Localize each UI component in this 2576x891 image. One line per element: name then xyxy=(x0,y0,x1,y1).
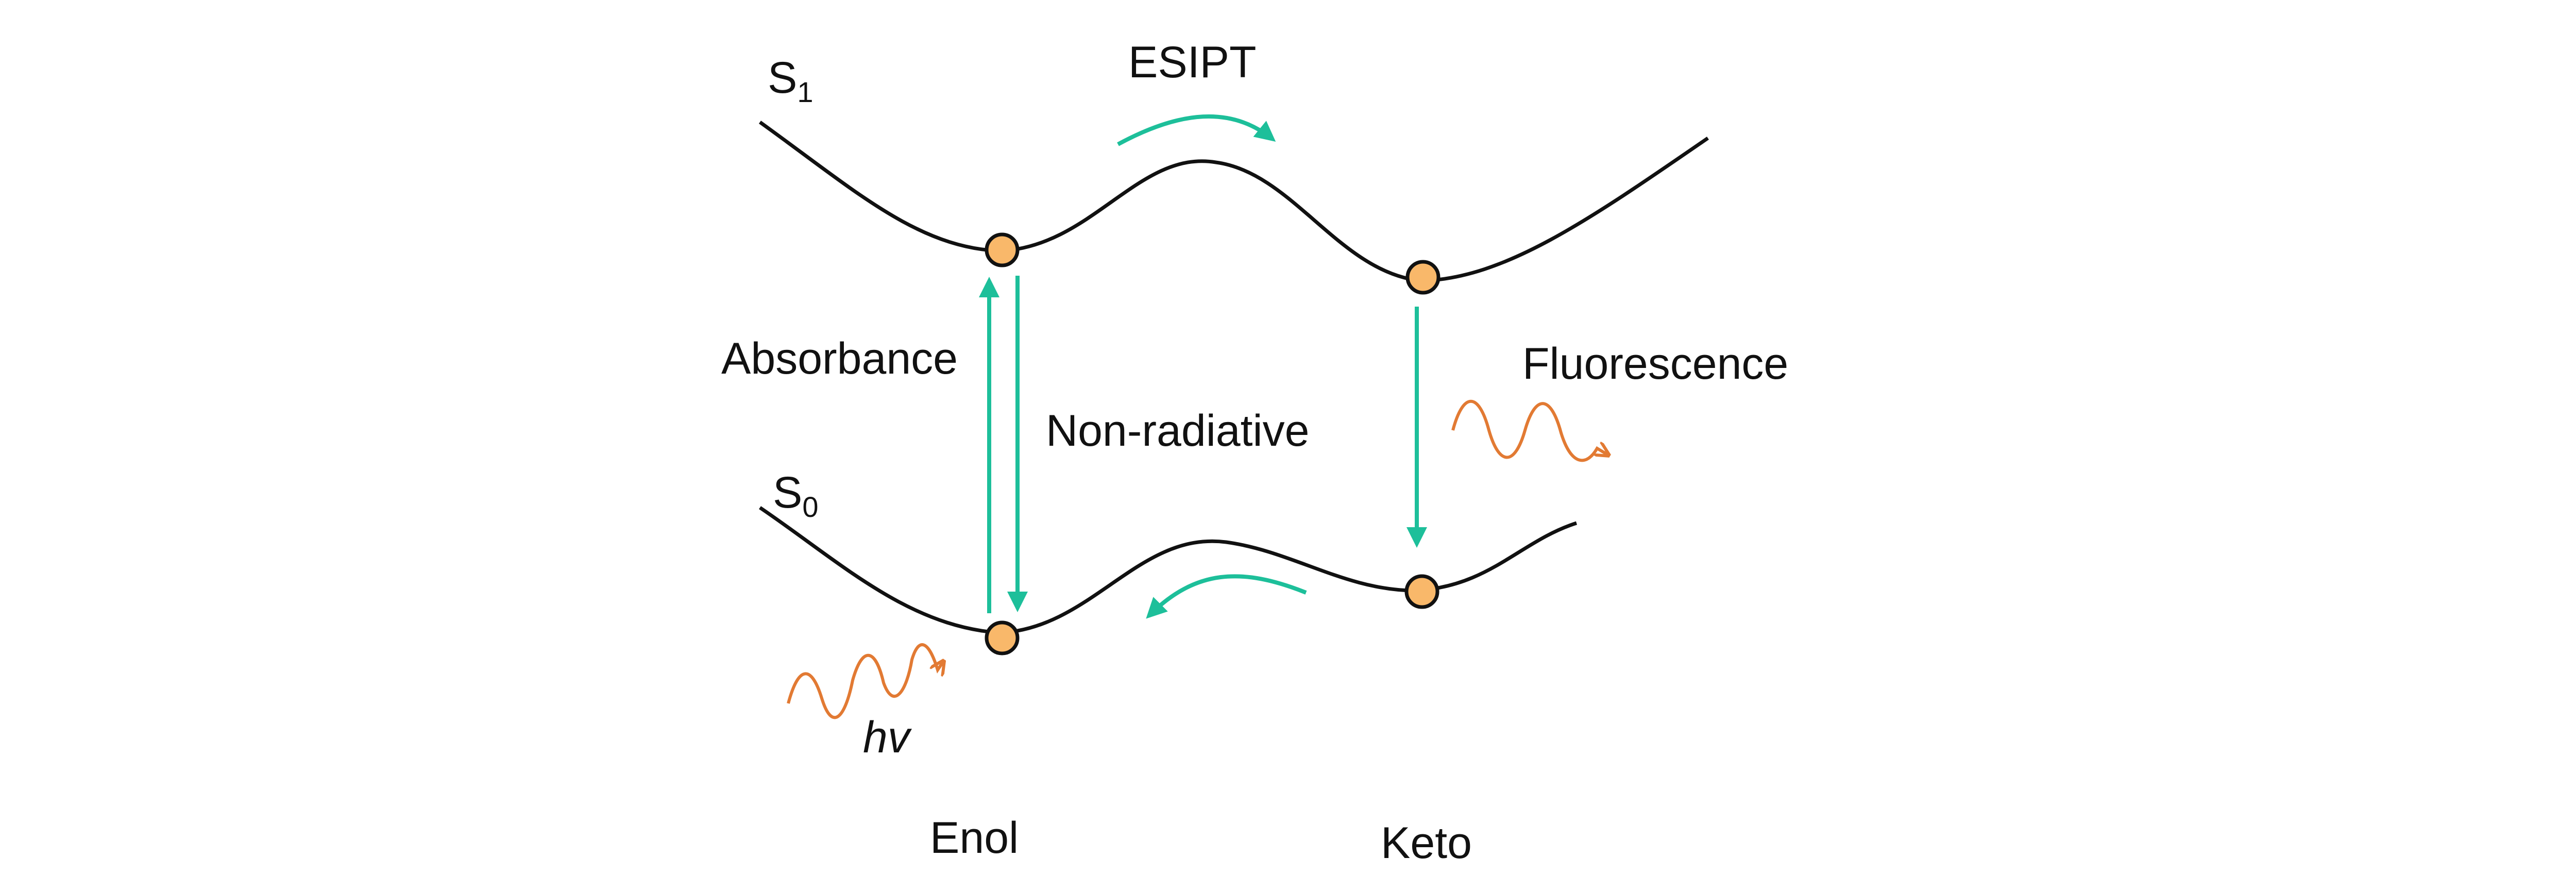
s1-curve xyxy=(758,121,1709,283)
s0-subscript: 0 xyxy=(802,491,818,523)
enol-excited-node xyxy=(985,232,1020,267)
keto-ground-node xyxy=(1404,574,1439,609)
non-radiative-label: Non-radiative xyxy=(1046,406,1309,456)
keto-excited-node xyxy=(1405,260,1440,295)
back-transfer-arrow xyxy=(1146,574,1307,619)
absorbance-label: Absorbance xyxy=(721,334,958,383)
wavy-arrow-icon xyxy=(787,643,943,719)
esipt-arrow xyxy=(1117,114,1276,146)
enol-ground-node xyxy=(985,620,1020,655)
wavy-arrow-icon xyxy=(1451,399,1607,462)
enol-label: Enol xyxy=(930,813,1019,863)
s1-label: S1 xyxy=(768,53,814,108)
fluorescence-label: Fluorescence xyxy=(1522,339,1788,389)
esipt-label: ESIPT xyxy=(1128,38,1257,87)
s1-subscript: 1 xyxy=(797,76,813,108)
s0-curve xyxy=(759,506,1578,635)
s0-label: S0 xyxy=(773,468,819,523)
hv-label: hv xyxy=(863,713,912,762)
keto-label: Keto xyxy=(1381,818,1472,868)
